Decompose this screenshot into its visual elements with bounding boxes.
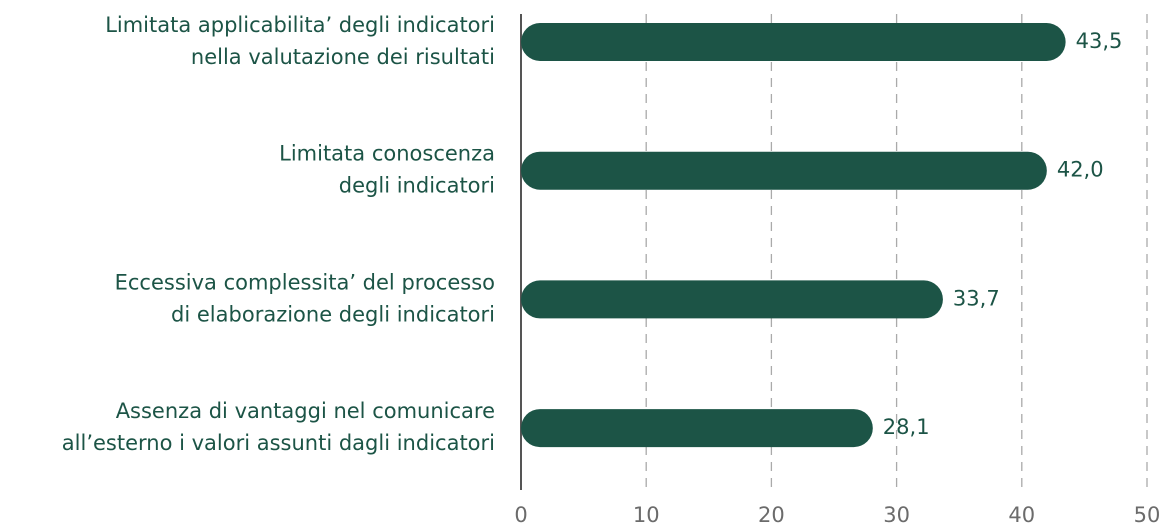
- x-tick-label: 0: [514, 503, 527, 524]
- bar: [521, 280, 943, 319]
- value-label: 28,1: [883, 415, 930, 439]
- x-tick-label: 30: [883, 503, 910, 524]
- bar: [521, 409, 873, 448]
- x-tick-label: 10: [633, 503, 660, 524]
- category-label: Assenza di vantaggi nel comunicare: [116, 399, 495, 423]
- bar: [521, 23, 1066, 61]
- category-label: nella valutazione dei risultati: [191, 45, 495, 69]
- value-label: 33,7: [953, 286, 1000, 310]
- bar: [521, 151, 1047, 190]
- category-label: all’esterno i valori assunti dagli indic…: [62, 431, 495, 455]
- category-label: Limitata applicabilita’ degli indicatori: [105, 13, 495, 37]
- category-label: Limitata conoscenza: [279, 142, 495, 166]
- value-label: 43,5: [1076, 29, 1123, 53]
- category-label: degli indicatori: [339, 174, 495, 198]
- category-label: Eccessiva complessita’ del processo: [115, 270, 495, 294]
- value-label: 42,0: [1057, 158, 1104, 182]
- category-label: di elaborazione degli indicatori: [171, 302, 495, 326]
- x-tick-label: 20: [758, 503, 785, 524]
- x-tick-label: 40: [1008, 503, 1035, 524]
- x-tick-label: 50: [1134, 503, 1161, 524]
